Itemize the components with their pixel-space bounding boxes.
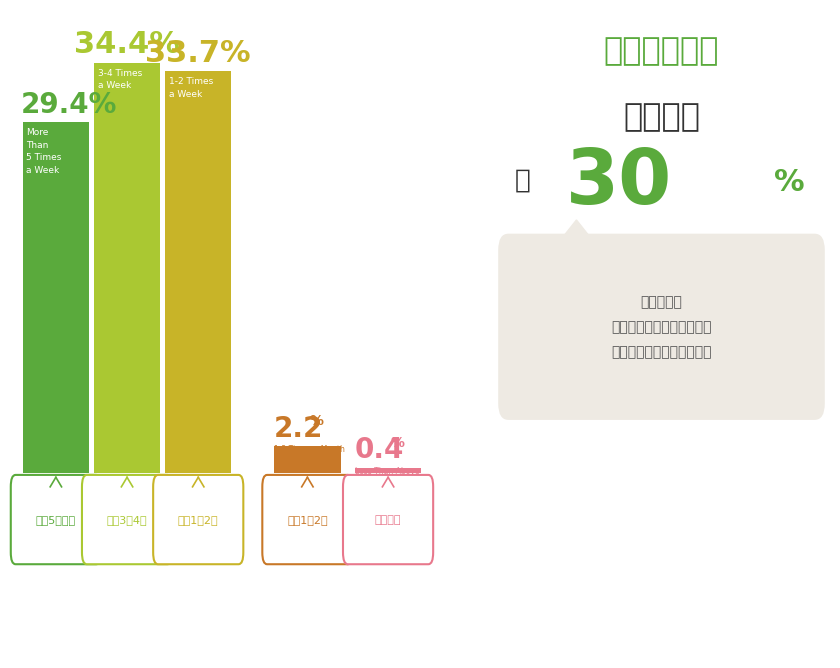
Text: 34.4%: 34.4% [74,30,180,59]
Text: 3-4 Times
a Week: 3-4 Times a Week [97,69,142,90]
Text: 週に3～4回: 週に3～4回 [107,514,147,524]
Text: ほぼ、毎日
お使いいただいている方が
半数以上！という結果に。: ほぼ、毎日 お使いいただいている方が 半数以上！という結果に。 [612,295,711,359]
FancyBboxPatch shape [262,475,353,564]
FancyBboxPatch shape [11,475,101,564]
Bar [23,122,89,472]
Text: の使用が: の使用が [623,102,700,133]
FancyBboxPatch shape [498,234,825,420]
Text: %: % [310,414,323,428]
Bar [165,71,232,472]
Text: 1-2 Times a Month: 1-2 Times a Month [274,445,345,454]
Text: 約: 約 [515,168,531,194]
Text: 週に５回以上: 週に５回以上 [604,37,719,67]
Polygon shape [382,478,394,487]
Text: Less Than Above: Less Than Above [354,466,419,476]
Polygon shape [192,478,204,487]
Text: 月に1～2回: 月に1～2回 [287,514,328,524]
Polygon shape [553,220,601,250]
Text: それ以下: それ以下 [375,514,402,524]
Text: 2.2: 2.2 [274,415,323,443]
Text: More
Than
5 Times
a Week: More Than 5 Times a Week [26,128,62,175]
FancyBboxPatch shape [82,475,172,564]
Text: 週に5回以上: 週に5回以上 [36,514,76,524]
Text: 0.4: 0.4 [354,436,404,464]
Polygon shape [302,478,313,487]
Text: 30: 30 [566,146,673,220]
Text: 29.4%: 29.4% [20,91,117,119]
FancyBboxPatch shape [153,475,244,564]
Bar [274,446,340,472]
Text: 33.7%: 33.7% [145,39,251,67]
Text: %: % [391,436,404,450]
Text: %: % [774,168,805,197]
Polygon shape [121,478,133,487]
Bar [354,468,422,472]
Text: 週に1～2回: 週に1～2回 [178,514,218,524]
Text: 1-2 Times
a Week: 1-2 Times a Week [169,77,213,99]
Bar [94,63,160,472]
Polygon shape [50,478,61,487]
FancyBboxPatch shape [343,475,433,564]
